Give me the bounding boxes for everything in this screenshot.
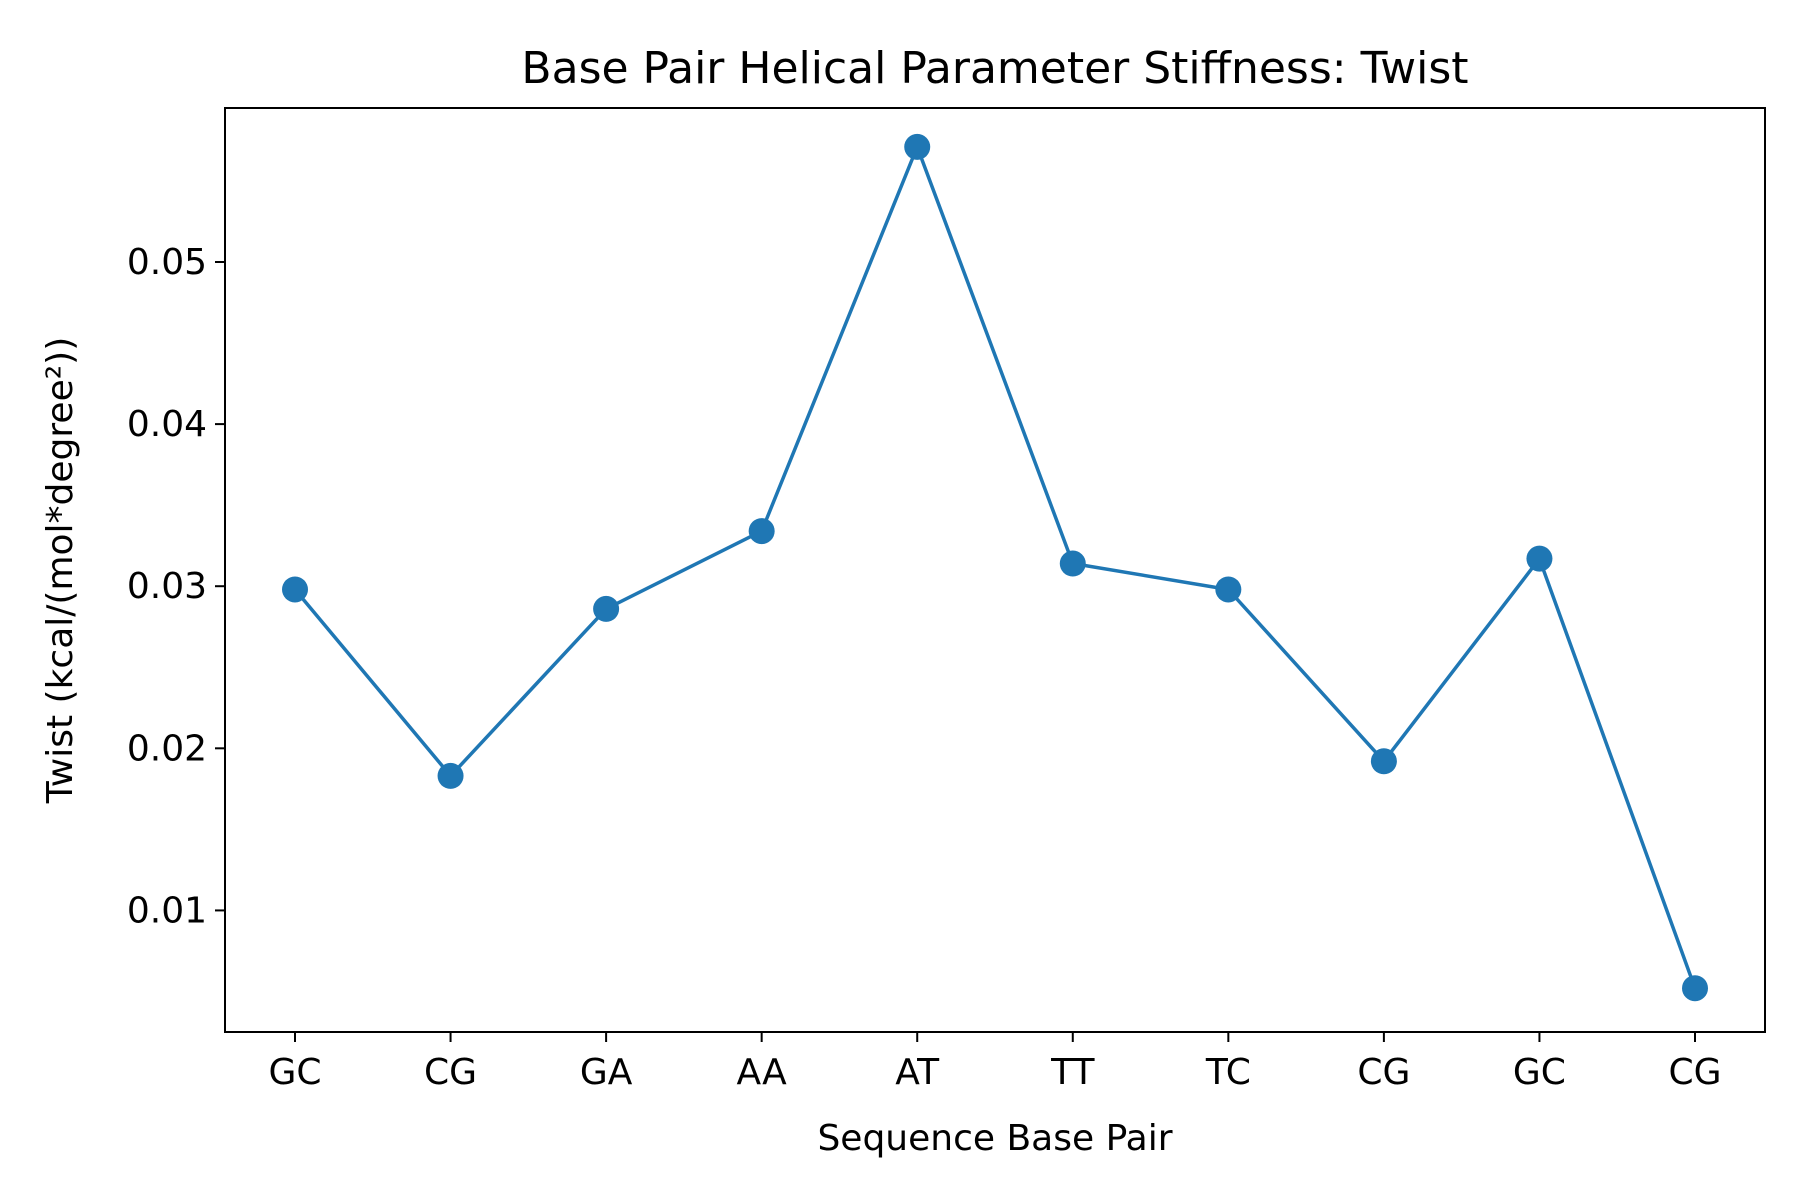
data-point xyxy=(282,576,308,603)
series-points xyxy=(282,133,1708,1002)
chart-title: Base Pair Helical Parameter Stiffness: T… xyxy=(521,43,1468,94)
x-tick-label: GC xyxy=(268,1052,321,1093)
data-point xyxy=(748,518,775,545)
data-point xyxy=(904,133,931,160)
x-axis: GC CG GA AA AT TT TC CG GC CG xyxy=(268,1032,1722,1093)
x-tick-label: TT xyxy=(1050,1052,1095,1093)
x-tick-label: AA xyxy=(737,1052,788,1093)
y-axis-label: Twist (kcal/(mol*degree²)) xyxy=(40,337,81,805)
data-point xyxy=(1059,550,1086,577)
data-point xyxy=(1215,576,1242,603)
y-tick-label: 0.03 xyxy=(127,566,207,607)
y-tick-label: 0.02 xyxy=(127,728,207,769)
x-tick-label: CG xyxy=(1357,1052,1410,1093)
x-axis-label: Sequence Base Pair xyxy=(817,1118,1172,1159)
x-tick-label: AT xyxy=(895,1052,940,1093)
data-point xyxy=(1526,545,1553,572)
x-tick-label: CG xyxy=(424,1052,477,1093)
x-tick-label: TC xyxy=(1205,1052,1251,1093)
data-point xyxy=(1370,748,1397,775)
y-axis: 0.01 0.02 0.03 0.04 0.05 xyxy=(127,242,225,931)
plot-area-frame xyxy=(224,107,1766,1033)
series-line xyxy=(293,145,1697,989)
data-point xyxy=(1682,975,1708,1002)
data-point xyxy=(593,595,620,622)
data-point xyxy=(437,762,464,789)
x-tick-label: GA xyxy=(580,1052,633,1093)
y-tick-label: 0.05 xyxy=(127,242,207,283)
y-tick-label: 0.04 xyxy=(127,404,207,445)
x-tick-label: CG xyxy=(1668,1052,1721,1093)
y-tick-label: 0.01 xyxy=(127,890,207,931)
x-tick-label: GC xyxy=(1513,1052,1566,1093)
